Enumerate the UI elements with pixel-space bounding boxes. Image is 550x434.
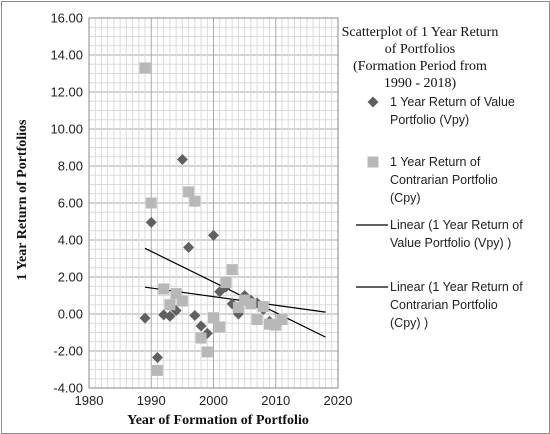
legend: Scatterplot of 1 Year Return of Portfolio… bbox=[342, 25, 524, 330]
legend-title-line: Scatterplot of 1 Year Return bbox=[342, 25, 499, 40]
contrarian-portfolio-point bbox=[176, 295, 188, 307]
legend-label: Value Portfolio (Vpy) ) bbox=[390, 236, 511, 250]
contrarian-portfolio-point bbox=[251, 314, 263, 326]
contrarian-portfolio-point bbox=[139, 62, 151, 74]
value-portfolio-point bbox=[176, 154, 188, 166]
legend-label: 1 Year Return of bbox=[390, 155, 481, 169]
contrarian-portfolio-point bbox=[214, 321, 226, 333]
x-tick-label: 1990 bbox=[137, 393, 166, 408]
contrarian-portfolio-point bbox=[158, 283, 170, 295]
contrarian-portfolio-point bbox=[151, 364, 163, 376]
contrarian-portfolio-point bbox=[232, 302, 244, 314]
legend-title-line: (Formation Period from bbox=[353, 59, 487, 74]
legend-item-contrarian-trend: Linear (1 Year Return of Contrarian Portf… bbox=[356, 280, 523, 330]
contrarian-portfolio-point bbox=[208, 312, 219, 324]
legend-label: Portfolio (Vpy) bbox=[390, 113, 469, 127]
x-tick-label: 2000 bbox=[199, 393, 228, 408]
y-tick-label: 8.00 bbox=[58, 159, 83, 174]
legend-title-line: 1990 - 2018) bbox=[384, 76, 457, 91]
y-tick-label: 10.00 bbox=[50, 122, 83, 137]
legend-label: (Cpy) ) bbox=[390, 316, 428, 330]
y-tick-label: 16.00 bbox=[50, 11, 83, 26]
value-portfolio-point bbox=[145, 216, 157, 228]
value-portfolio-point bbox=[189, 309, 201, 321]
x-tick-label: 2010 bbox=[261, 393, 290, 408]
contrarian-portfolio-point bbox=[226, 264, 238, 276]
y-tick-label: 4.00 bbox=[58, 233, 83, 248]
contrarian-portfolio-point bbox=[276, 314, 288, 326]
contrarian-portfolio-point bbox=[183, 186, 195, 198]
y-tick-label: 14.00 bbox=[50, 48, 83, 63]
contrarian-portfolio-point bbox=[195, 332, 207, 344]
grid bbox=[88, 17, 339, 389]
contrarian-portfolio-point bbox=[145, 197, 157, 209]
contrarian-portfolio-point bbox=[239, 294, 251, 306]
legend-label: (Cpy) bbox=[390, 191, 421, 205]
legend-diamond-icon bbox=[367, 96, 379, 108]
x-tick-label: 1980 bbox=[75, 393, 104, 408]
contrarian-portfolio-point bbox=[264, 318, 276, 330]
y-axis-ticks: -4.00 -2.00 0.00 2.00 4.00 6.00 8.00 10.00 12.00… bbox=[50, 11, 83, 396]
value-portfolio-point bbox=[139, 312, 151, 324]
legend-label: Linear (1 Year Return of bbox=[390, 218, 523, 232]
legend-item-contrarian: 1 Year Return of Contrarian Portfolio (Cpy… bbox=[367, 155, 498, 205]
legend-label: Contrarian Portfolio bbox=[390, 298, 498, 312]
y-tick-label: 2.00 bbox=[58, 270, 83, 285]
plot-area bbox=[88, 17, 339, 389]
contrarian-portfolio-point bbox=[270, 319, 282, 331]
legend-item-value: 1 Year Return of Value Portfolio (Vpy) bbox=[367, 95, 515, 127]
value-portfolio-point bbox=[195, 320, 207, 332]
legend-item-value-trend: Linear (1 Year Return of Value Portfolio … bbox=[356, 218, 523, 250]
contrarian-portfolio-point bbox=[257, 301, 269, 313]
x-axis-ticks: 1980 1990 2000 2010 2020 bbox=[75, 393, 353, 408]
legend-label: Contrarian Portfolio bbox=[390, 173, 498, 187]
contrarian-portfolio-point bbox=[245, 298, 257, 310]
contrarian-portfolio-point bbox=[170, 288, 182, 300]
value-trendline bbox=[144, 247, 326, 338]
contrarian-portfolio-point bbox=[189, 195, 201, 207]
plot-border bbox=[88, 17, 339, 389]
data-points bbox=[139, 62, 288, 376]
y-tick-label: 12.00 bbox=[50, 85, 83, 100]
y-tick-label: 0.00 bbox=[58, 307, 83, 322]
legend-title-line: of Portfolios bbox=[385, 42, 455, 57]
value-portfolio-point bbox=[183, 241, 195, 253]
x-tick-label: 2020 bbox=[324, 393, 353, 408]
contrarian-portfolio-point bbox=[164, 299, 176, 311]
value-portfolio-point bbox=[151, 351, 163, 363]
y-tick-label: 6.00 bbox=[58, 196, 83, 211]
legend-square-icon bbox=[367, 156, 379, 168]
contrarian-portfolio-point bbox=[220, 277, 232, 289]
legend-label: Linear (1 Year Return of bbox=[390, 280, 523, 294]
y-tick-label: -4.00 bbox=[53, 381, 83, 396]
value-portfolio-point bbox=[164, 310, 176, 322]
contrarian-portfolio-point bbox=[201, 346, 213, 358]
y-tick-label: -2.00 bbox=[53, 344, 83, 359]
legend-label: 1 Year Return of Value bbox=[390, 95, 515, 109]
value-portfolio-point bbox=[208, 229, 219, 241]
y-axis-title: 1 Year Return of Portfolios bbox=[15, 119, 30, 281]
x-axis-title: Year of Formation of Portfolio bbox=[127, 413, 309, 428]
